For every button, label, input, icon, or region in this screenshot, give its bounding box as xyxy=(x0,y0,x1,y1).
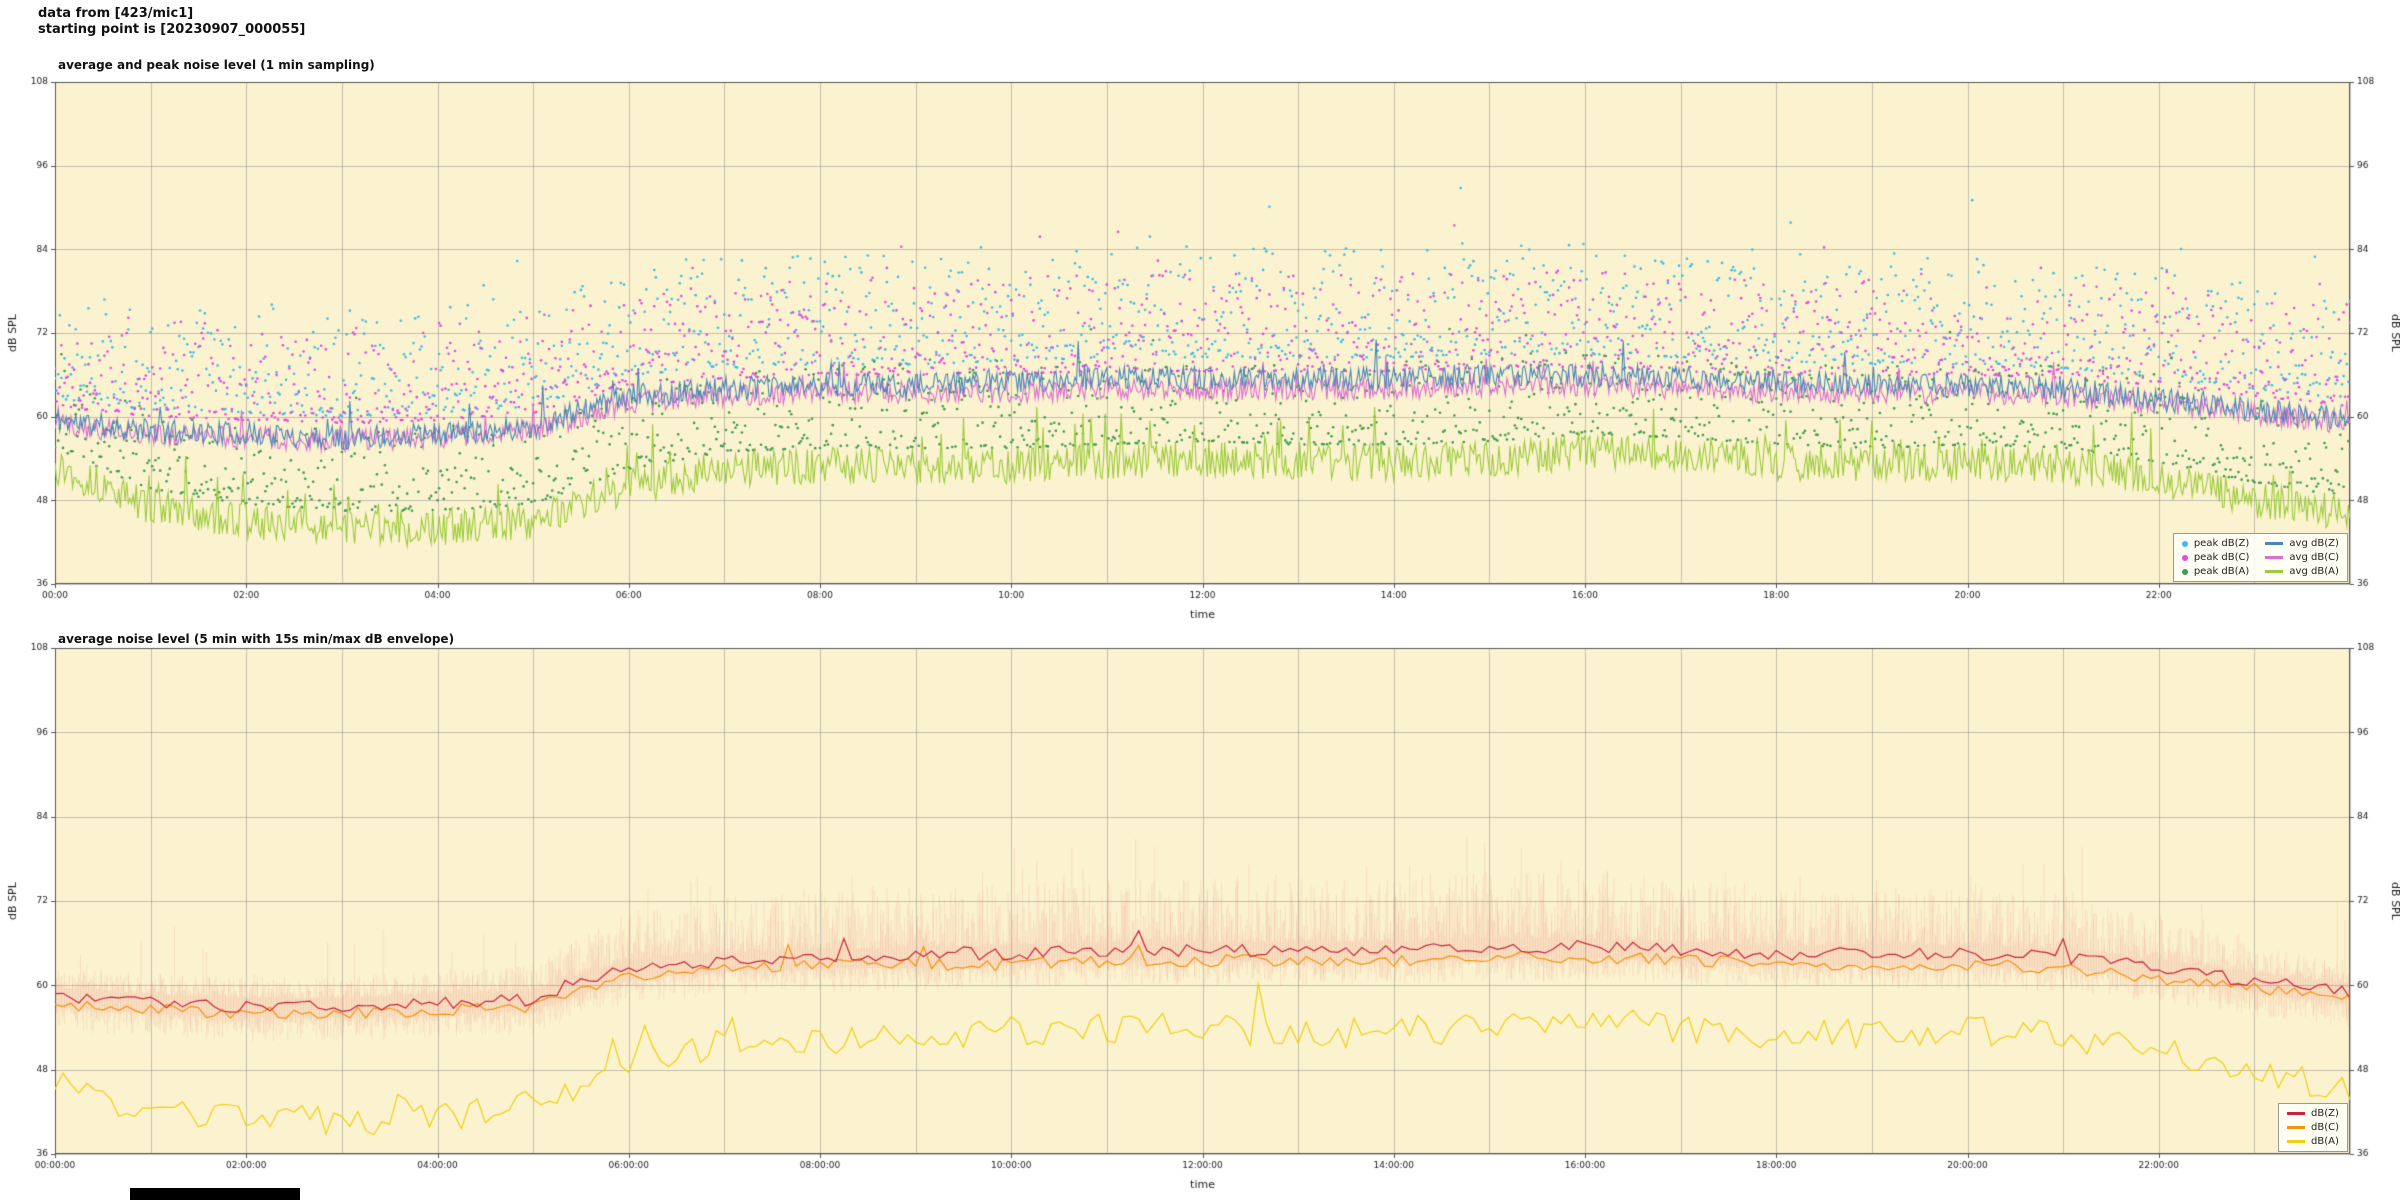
top-chart: average and peak noise level (1 min samp… xyxy=(0,36,2400,630)
line-swatch-icon xyxy=(2287,1126,2305,1129)
header-source-line: data from [423/mic1] xyxy=(38,6,194,21)
dot-swatch-icon xyxy=(2181,568,2188,575)
legend-label: peak dB(C) xyxy=(2193,552,2250,563)
line-swatch-icon xyxy=(2265,556,2284,559)
legend-label: avg dB(Z) xyxy=(2289,538,2339,549)
bottom-chart-legend: dB(Z) dB(C) dB(A) xyxy=(2278,1103,2348,1152)
dot-swatch-icon xyxy=(2181,554,2188,561)
line-swatch-icon xyxy=(2287,1140,2305,1143)
legend-item: peak dB(A) xyxy=(2181,565,2250,578)
bottom-chart-canvas xyxy=(0,628,2400,1200)
bottom-chart: average noise level (5 min with 15s min/… xyxy=(0,628,2400,1200)
legend-item: dB(Z) xyxy=(2287,1107,2339,1120)
legend-item: peak dB(C) xyxy=(2181,551,2250,564)
legend-column: avg dB(Z) avg dB(C) avg dB(A) xyxy=(2265,537,2339,578)
legend-column: peak dB(Z) peak dB(C) peak dB(A) xyxy=(2181,537,2250,578)
legend-label: dB(Z) xyxy=(2311,1108,2339,1119)
line-swatch-icon xyxy=(2287,1112,2305,1115)
header-start-line: starting point is [20230907_000055] xyxy=(38,22,306,37)
bottom-black-bar xyxy=(130,1188,300,1200)
top-chart-legend: peak dB(Z) peak dB(C) peak dB(A) avg dB(Z) a… xyxy=(2172,533,2348,582)
legend-label: avg dB(A) xyxy=(2289,566,2339,577)
legend-item: avg dB(A) xyxy=(2265,565,2339,578)
legend-item: dB(C) xyxy=(2287,1121,2339,1134)
top-chart-title: average and peak noise level (1 min samp… xyxy=(58,58,375,72)
legend-column: dB(Z) dB(C) dB(A) xyxy=(2287,1107,2339,1148)
line-swatch-icon xyxy=(2265,542,2284,545)
legend-label: dB(C) xyxy=(2311,1122,2339,1133)
dot-swatch-icon xyxy=(2181,540,2188,547)
legend-label: peak dB(A) xyxy=(2193,566,2250,577)
legend-item: peak dB(Z) xyxy=(2181,537,2250,550)
legend-item: dB(A) xyxy=(2287,1135,2339,1148)
line-swatch-icon xyxy=(2265,570,2284,573)
bottom-chart-title: average noise level (5 min with 15s min/… xyxy=(58,632,455,646)
legend-label: peak dB(Z) xyxy=(2193,538,2250,549)
top-chart-canvas xyxy=(0,36,2400,630)
figure-header: data from [423/mic1] starting point is [… xyxy=(38,6,305,38)
legend-label: avg dB(C) xyxy=(2289,552,2339,563)
legend-item: avg dB(Z) xyxy=(2265,537,2339,550)
legend-item: avg dB(C) xyxy=(2265,551,2339,564)
legend-label: dB(A) xyxy=(2311,1136,2339,1147)
